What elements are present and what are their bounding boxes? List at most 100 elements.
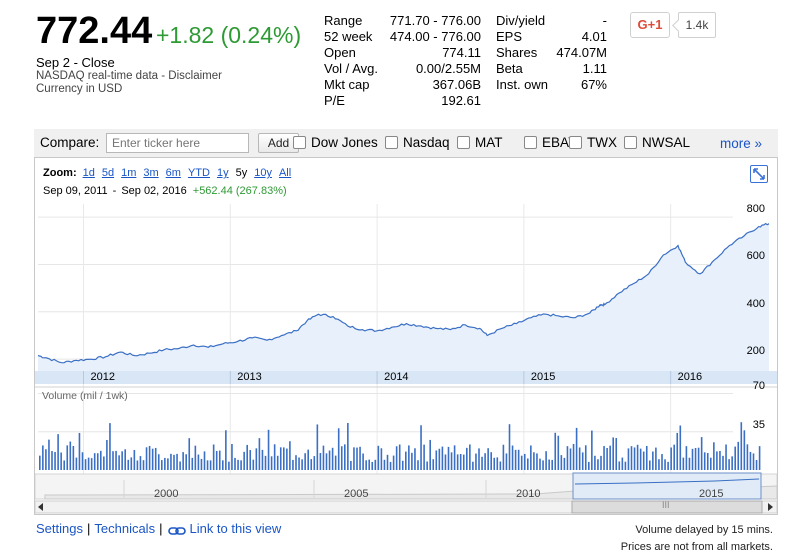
volume-bar	[420, 425, 422, 470]
volume-bar	[508, 424, 511, 470]
volume-bar	[325, 453, 328, 470]
compare-checkbox[interactable]	[524, 136, 537, 149]
zoom-option-3m[interactable]: 3m	[143, 167, 159, 179]
zoom-option-1m[interactable]: 1m	[121, 167, 137, 179]
volume-bar	[347, 422, 349, 470]
stat-row: Range 771.70 - 776.00	[324, 13, 481, 29]
footer-links: Settings | Technicals | Link to this vie…	[36, 521, 282, 536]
volume-bar	[444, 454, 447, 470]
stock-chart[interactable]: Zoom: 1d 5d 1m 3m 6m YTD 1y 5y 10y All Sep 09, 20…	[34, 157, 778, 515]
volume-bar	[319, 452, 322, 470]
settings-link[interactable]: Settings	[36, 521, 83, 536]
volume-bar	[60, 452, 62, 470]
currency-note: Currency in USD	[36, 83, 123, 95]
chain-link-icon	[168, 524, 187, 535]
volume-bar	[87, 457, 90, 470]
link-to-view[interactable]: Link to this view	[189, 521, 282, 536]
volume-bar	[649, 460, 651, 470]
volume-bar	[548, 459, 550, 470]
stat-label: Open	[324, 45, 356, 60]
volume-bar	[706, 452, 709, 470]
zoom-option-ytd[interactable]: YTD	[187, 167, 210, 179]
volume-bar	[124, 449, 126, 470]
volume-bar	[194, 445, 197, 470]
volume-bar	[371, 461, 374, 470]
zoom-option-1d[interactable]: 1d	[82, 167, 95, 179]
compare-option[interactable]: Nasdaq	[385, 135, 450, 150]
compare-checkbox[interactable]	[569, 136, 582, 149]
range-start[interactable]: Sep 09, 2011	[43, 185, 108, 197]
expand-chart-button[interactable]	[750, 165, 768, 183]
google-plus-button[interactable]: G+1	[630, 12, 670, 38]
zoom-option-10y[interactable]: 10y	[254, 167, 272, 179]
compare-checkbox[interactable]	[624, 136, 637, 149]
volume-bar	[673, 444, 675, 470]
compare-option[interactable]: EBAY	[524, 135, 577, 150]
volume-bar	[737, 441, 740, 470]
compare-option[interactable]: NWSAL	[624, 135, 690, 150]
volume-bar	[710, 457, 712, 470]
volume-bar	[450, 452, 453, 470]
volume-bar	[719, 450, 721, 470]
volume-bar	[731, 456, 733, 470]
compare-checkbox[interactable]	[293, 136, 306, 149]
volume-bar	[691, 448, 694, 470]
stat-label: Shares	[496, 45, 538, 60]
volume-bar	[447, 446, 450, 470]
zoom-option-1y[interactable]: 1y	[216, 167, 229, 179]
range-end[interactable]: Sep 02, 2016	[121, 185, 187, 197]
volume-bar	[679, 425, 682, 470]
volume-bar	[456, 454, 459, 470]
volume-bar	[240, 460, 242, 470]
volume-bar	[292, 459, 294, 470]
volume-bar	[359, 446, 361, 470]
volume-bar	[258, 438, 261, 470]
volume-bar	[609, 445, 611, 470]
volume-bar	[331, 447, 334, 470]
volume-bar	[298, 457, 300, 470]
ticker-search-input[interactable]	[106, 133, 249, 153]
volume-bar	[206, 460, 209, 470]
compare-option[interactable]: TWX	[569, 135, 617, 150]
volume-bar	[121, 451, 123, 470]
volume-bar	[703, 452, 706, 470]
zoom-option-5y[interactable]: 5y	[235, 167, 248, 179]
volume-bar	[115, 450, 117, 470]
volume-bar	[481, 456, 483, 470]
volume-bar	[618, 461, 621, 470]
zoom-option-6m[interactable]: 6m	[165, 167, 181, 179]
volume-bar	[356, 447, 358, 470]
prices-note: Prices are not from all markets.	[620, 541, 773, 553]
compare-option[interactable]: MAT	[457, 135, 503, 150]
stat-value: 771.70 - 776.00	[389, 13, 481, 28]
stat-row: Vol / Avg. 0.00/2.55M	[324, 61, 481, 77]
volume-bar	[337, 428, 340, 470]
volume-bar	[411, 452, 413, 470]
volume-bar	[279, 447, 282, 470]
compare-checkbox[interactable]	[385, 136, 398, 149]
volume-bar	[462, 454, 465, 470]
volume-bar	[218, 450, 221, 470]
volume-bar	[231, 444, 233, 470]
more-tickers-link[interactable]: more »	[719, 136, 762, 151]
volume-bar	[670, 447, 672, 470]
zoom-option-5d[interactable]: 5d	[101, 167, 115, 179]
compare-option[interactable]: Dow Jones	[293, 135, 378, 150]
volume-bar	[78, 432, 81, 470]
volume-bar	[401, 460, 404, 470]
volume-bar	[545, 451, 547, 470]
compare-checkbox[interactable]	[457, 136, 470, 149]
disclaimer-link[interactable]: Disclaimer	[168, 70, 222, 82]
zoom-option-all[interactable]: All	[278, 167, 292, 179]
volume-bar	[603, 446, 605, 470]
volume-bar	[624, 461, 627, 470]
volume-bar	[539, 458, 541, 470]
volume-bar	[578, 447, 581, 470]
technicals-link[interactable]: Technicals	[94, 521, 156, 536]
stat-value: 474.00 - 776.00	[389, 29, 481, 44]
chart-canvas[interactable]	[35, 158, 777, 514]
volume-bar	[96, 453, 99, 470]
volume-bar	[591, 430, 593, 470]
volume-bar	[136, 460, 139, 470]
volume-bar	[161, 460, 163, 470]
